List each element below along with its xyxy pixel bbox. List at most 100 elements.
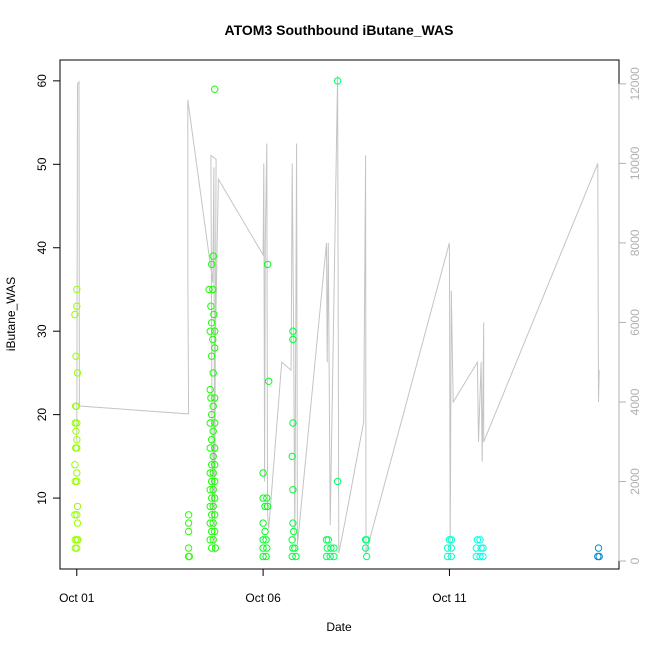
data-point [473,536,482,544]
y-tick-label: 60 [35,74,49,88]
data-point [476,552,484,561]
data-point [290,527,298,536]
data-point [363,536,371,544]
data-point [71,419,80,427]
data-point [73,444,81,452]
data-point [259,469,267,477]
data-point [289,544,297,552]
data-point [72,402,81,410]
data-point [259,536,267,544]
data-point [363,552,371,561]
data-point [72,427,80,435]
data-point [263,260,272,269]
data-point [209,536,217,544]
data-point [206,327,214,335]
data-point [208,494,216,502]
data-point [73,519,82,527]
data-point [447,544,455,552]
data-point [184,527,193,536]
x-tick-label: Oct 11 [432,591,467,605]
y-axis: 10 20 30 40 50 60 [35,74,61,505]
y2-tick-label: 0 [628,557,642,564]
data-point [263,494,271,502]
data-point [209,369,217,377]
data-point [206,486,214,494]
data-point [361,544,370,552]
data-point [211,477,219,486]
data-point [211,494,219,502]
x-axis: Oct 01 Oct 06 Oct 11 [59,568,467,605]
data-point [288,536,296,544]
data-point [208,477,216,486]
data-point [206,419,214,427]
data-point [288,452,296,461]
data-point [289,519,297,527]
y-tick-label: 40 [35,241,49,255]
series-line [76,75,600,554]
data-point [292,552,300,561]
data-point [209,502,217,511]
data-point [73,302,81,310]
data-point [289,486,297,494]
data-point [210,310,218,319]
data-point [208,544,216,552]
data-point [206,444,214,452]
data-point [185,552,194,561]
data-point [259,544,267,552]
data-point [208,527,216,536]
data-point [207,394,215,402]
data-point [73,544,81,552]
data-point [479,552,487,561]
data-point [259,552,267,561]
data-point [326,552,334,561]
y2-tick-label: 8000 [628,229,642,256]
data-point [594,544,603,552]
data-point [265,377,273,385]
data-point [211,544,220,552]
data-point [73,511,81,519]
x-tick-label: Oct 01 [59,591,95,605]
data-point [476,536,484,544]
data-point [263,502,272,511]
data-point [209,335,217,344]
data-point [263,544,271,552]
data-point [73,502,82,511]
data-point [184,519,193,527]
data-point [211,444,219,452]
data-point [259,519,267,527]
data-point [209,469,217,477]
chart-title: ATOM3 Southbound iButane_WAS [225,22,454,38]
data-point [262,536,270,544]
data-point [479,544,487,552]
data-point [211,527,219,536]
data-point [477,544,485,552]
data-point [447,536,455,544]
data-point [447,552,455,561]
data-point [595,552,603,561]
data-point [206,502,214,511]
y2-tick-label: 4000 [628,388,642,415]
data-point [211,511,219,519]
data-point [71,544,80,552]
data-point [208,319,216,327]
data-point [73,369,82,377]
data-point [445,536,454,544]
y2-tick-label: 10000 [628,146,642,180]
data-point [73,285,81,294]
data-point [209,427,217,435]
data-point [209,452,217,461]
point-layer [71,77,603,561]
data-point [207,302,215,310]
y2-axis: 0 2000 4000 6000 8000 10000 12000 [618,67,642,564]
data-point [322,552,331,561]
secondary-line-layer [76,75,600,554]
data-point [184,511,193,519]
y2-tick-label: 6000 [628,309,642,336]
data-point [211,85,219,93]
y-tick-label: 30 [35,324,49,338]
data-point [73,436,81,444]
y-axis-label: iButane_WAS [4,277,18,351]
data-point [71,511,79,519]
data-point [209,402,217,410]
